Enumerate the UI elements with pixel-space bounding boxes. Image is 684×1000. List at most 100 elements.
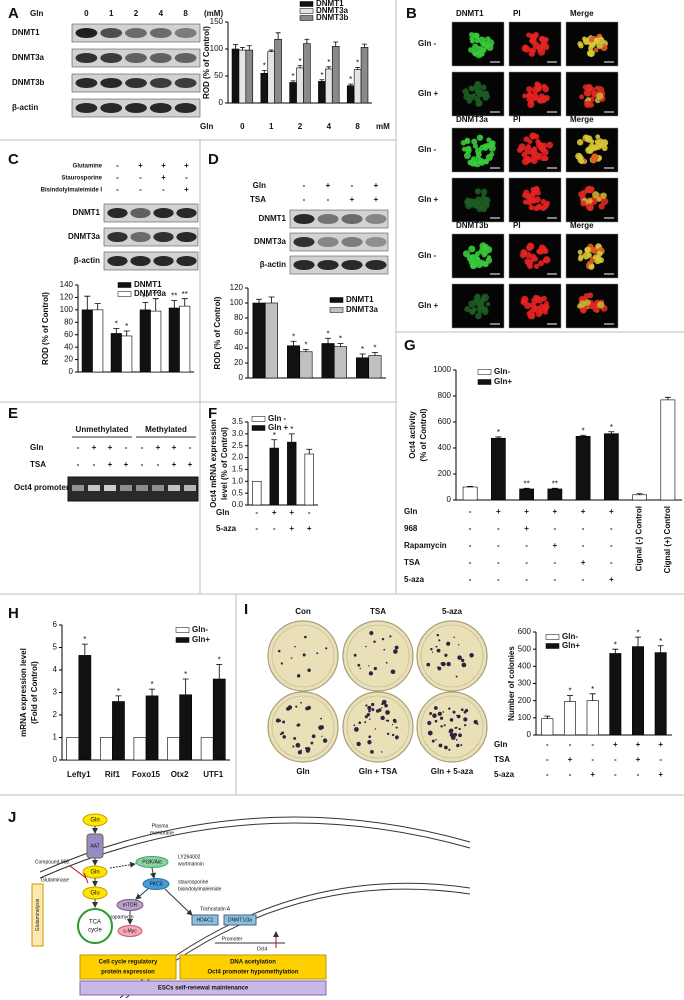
colony: [305, 707, 309, 711]
node-label: c-Myc: [123, 928, 137, 934]
error-bar: [246, 45, 252, 51]
cell: [578, 300, 587, 308]
box: [179, 954, 327, 980]
colony: [295, 742, 301, 748]
cell: [464, 137, 470, 143]
error-bar: [290, 340, 297, 346]
bar: [274, 38, 282, 104]
colony: [365, 645, 367, 648]
node-label: mTOR: [123, 902, 138, 908]
y-tick-label: 1.5: [232, 465, 244, 474]
plate-label: Gln + 5-aza: [431, 767, 474, 776]
cell: [489, 141, 495, 146]
condition-sign: -: [77, 460, 80, 469]
colony: [436, 633, 440, 637]
colony: [395, 726, 398, 729]
colony: [364, 715, 368, 719]
row-label: Gln +: [418, 195, 439, 204]
plate-label: Con: [295, 607, 311, 616]
condition-label: TSA: [404, 558, 420, 567]
cell: [474, 37, 481, 44]
legend-swatch: [477, 369, 492, 375]
error-bar: [348, 83, 354, 86]
plate-rim: [420, 695, 484, 759]
colony: [442, 711, 445, 713]
cell: [460, 140, 467, 146]
condition-sign: -: [116, 185, 119, 194]
x-tick-label: Lefty1: [67, 770, 91, 779]
blot-band: [130, 207, 151, 219]
blot-band: [149, 27, 172, 39]
inhibition: [69, 865, 89, 884]
colony: [316, 652, 319, 655]
panel-letter: C: [8, 151, 19, 168]
significance-label: *: [339, 335, 342, 344]
bar: [303, 43, 311, 104]
y-tick-label: 3: [53, 688, 58, 697]
node-label: PKCδ: [149, 881, 162, 887]
condition-sign: +: [108, 443, 113, 452]
condition-sign: -: [189, 443, 192, 452]
y-tick-label: 0: [69, 367, 74, 376]
colony: [440, 662, 444, 666]
condition-sign: +: [658, 770, 663, 779]
y-tick-label: 800: [438, 391, 452, 400]
colony: [310, 741, 314, 745]
cell: [596, 196, 602, 202]
cell: [525, 251, 532, 259]
label: bisindolylmaleimide: [178, 886, 222, 892]
colony: [381, 699, 387, 705]
legend-label: DNMT3b: [316, 13, 349, 22]
label: staurosporine: [178, 879, 209, 885]
y-tick-label: 1000: [433, 365, 451, 374]
significance-label: **: [171, 292, 177, 301]
bar: [139, 309, 151, 373]
condition-sign: -: [582, 575, 585, 584]
cell: [596, 250, 603, 257]
colony: [321, 735, 323, 737]
condition-label: 968: [404, 524, 418, 533]
colony: [385, 719, 388, 722]
blot-band: [125, 77, 147, 89]
colony: [380, 751, 383, 753]
blot-band: [341, 213, 363, 225]
error-bar: [337, 343, 344, 347]
condition-sign: +: [568, 755, 573, 764]
legend-swatch: [299, 8, 314, 14]
significance-label: *: [218, 655, 221, 664]
error-bar: [355, 66, 361, 70]
cell: [480, 84, 487, 91]
condition-sign: -: [610, 558, 613, 567]
colony: [297, 750, 302, 755]
cell: [587, 292, 594, 299]
gel-band: [184, 485, 196, 491]
condition-label: 5-aza: [404, 575, 425, 584]
error-bar: [580, 434, 587, 437]
error-bar: [319, 79, 325, 82]
cell: [474, 32, 480, 39]
blot-band: [75, 77, 98, 89]
x-tick-label: 1: [269, 122, 274, 131]
condition-label: Bisindolylmaleimide I: [41, 188, 103, 194]
colony: [296, 724, 299, 727]
colony: [294, 645, 296, 648]
cell: [482, 92, 489, 99]
cell: [532, 256, 538, 262]
blot-band: [107, 207, 128, 219]
column-label: DNMT3a: [456, 115, 489, 124]
y-tick-label: 120: [230, 283, 244, 292]
colony: [393, 720, 397, 724]
cell: [475, 151, 482, 158]
cell: [474, 293, 481, 301]
micrograph: [451, 21, 505, 67]
colony: [381, 637, 385, 641]
colony: [453, 636, 455, 639]
y-axis-label: mRNA expression level: [19, 648, 28, 737]
blot-strip: [289, 232, 389, 252]
condition-sign: +: [156, 443, 161, 452]
condition-sign: +: [92, 443, 97, 452]
blot-strip: [289, 255, 389, 275]
bar: [321, 343, 335, 379]
condition-sign: +: [553, 541, 558, 550]
cell: [586, 50, 594, 57]
